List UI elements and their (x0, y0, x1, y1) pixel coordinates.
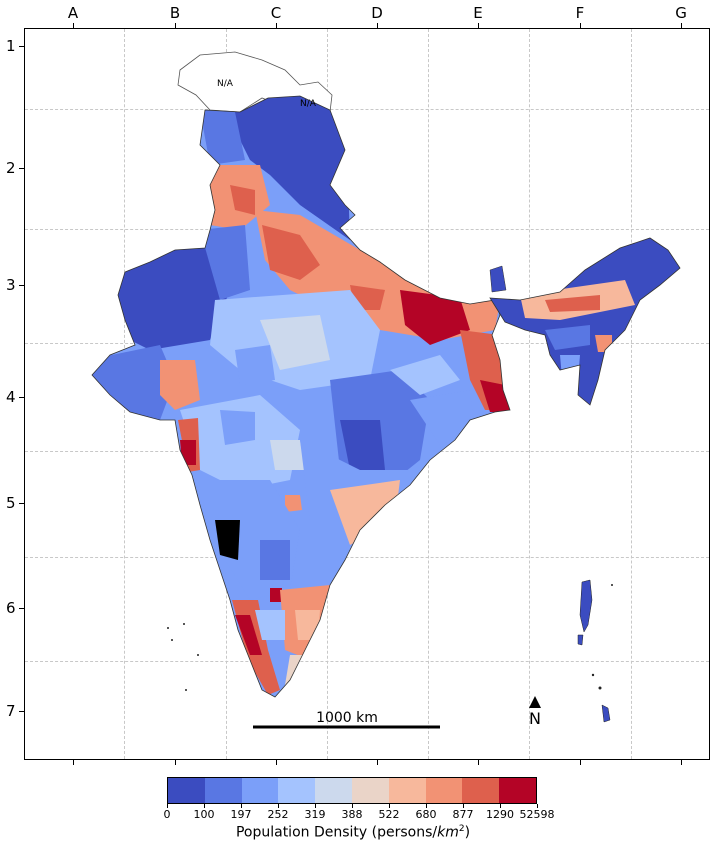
axis-tick (681, 760, 682, 765)
legend-tick-label: 388 (341, 808, 363, 821)
gridline-vertical (529, 29, 530, 759)
scale-bar-label: 1000 km (316, 710, 378, 726)
grid-column-label-g: G (675, 4, 687, 22)
axis-tick (73, 760, 74, 765)
legend-tick-label: 877 (452, 808, 474, 821)
grid-row-label-7: 7 (6, 702, 16, 720)
na-label-kashmir: N/A (217, 79, 233, 89)
grid-column-label-c: C (270, 4, 282, 22)
axis-tick (19, 285, 24, 286)
lakshadweep-islet (185, 689, 187, 691)
grid-column-label-f: F (575, 4, 585, 22)
gridline-horizontal (25, 661, 709, 662)
lakshadweep-islet (197, 654, 199, 656)
nicobar-islet (598, 686, 602, 690)
legend-tick (426, 804, 427, 808)
axis-tick (19, 608, 24, 609)
northeast-region (490, 238, 680, 405)
legend-tick-label: 319 (304, 808, 326, 821)
axis-tick (175, 760, 176, 765)
legend-tick-label: 252 (267, 808, 289, 821)
grid-column-label-d: D (371, 4, 383, 22)
grid-column-label-a: A (67, 4, 79, 22)
legend-swatch (351, 778, 389, 803)
lakshadweep-islet (167, 627, 169, 629)
gridline-horizontal (25, 557, 709, 558)
north-arrow-icon (529, 696, 541, 708)
axis-tick (19, 503, 24, 504)
legend-swatch (241, 778, 279, 803)
grid-row-label-4: 4 (6, 388, 16, 406)
legend-tick-label: 0 (163, 808, 171, 821)
gridline-horizontal (25, 109, 709, 110)
northeast-outline (489, 237, 681, 406)
axis-tick (377, 760, 378, 765)
legend-tick-label: 100 (193, 808, 215, 821)
axis-tick (276, 760, 277, 765)
legend-tick-label: 1290 (486, 808, 514, 821)
grid-column-label-b: B (169, 4, 181, 22)
andaman-islet (611, 584, 613, 586)
axis-tick (19, 711, 24, 712)
nicobar-islet (591, 673, 595, 677)
andaman-islands (579, 579, 593, 633)
legend-tick (278, 804, 279, 808)
legend-tick (167, 804, 168, 808)
legend-tick (315, 804, 316, 808)
grid-row-label-2: 2 (6, 159, 16, 177)
legend-tick (241, 804, 242, 808)
legend-swatch (278, 778, 316, 803)
grid-row-label-3: 3 (6, 276, 16, 294)
india-mainland (92, 96, 510, 697)
axis-tick (19, 46, 24, 47)
axis-tick (478, 760, 479, 765)
north-label: N (529, 709, 541, 728)
legend-swatch (499, 778, 536, 803)
axis-tick (19, 397, 24, 398)
legend-swatch (168, 778, 205, 803)
axis-tick (19, 168, 24, 169)
legend-tick-label: 52598 (519, 808, 555, 821)
legend-tick (352, 804, 353, 808)
axis-tick (681, 23, 682, 28)
axis-tick (175, 23, 176, 28)
gridline-horizontal (25, 229, 709, 230)
grid-column-label-e: E (473, 4, 483, 22)
legend-tick-label: 680 (415, 808, 437, 821)
grid-row-label-5: 5 (6, 494, 16, 512)
axis-tick (478, 23, 479, 28)
andaman-islet (577, 634, 584, 646)
legend-swatch (315, 778, 352, 803)
axis-tick (276, 23, 277, 28)
grid-row-label-6: 6 (6, 599, 16, 617)
na-label-ladakh: N/A (300, 99, 316, 109)
legend-tick-label: 522 (378, 808, 400, 821)
legend-swatch (388, 778, 426, 803)
legend-tick (463, 804, 464, 808)
lakshadweep-islet (183, 623, 185, 625)
axis-tick (73, 23, 74, 28)
sikkim-region (489, 265, 507, 293)
legend-tick (537, 804, 538, 808)
grid-row-label-1: 1 (6, 37, 16, 55)
nicobar-islands (601, 704, 611, 723)
india-outline (91, 95, 511, 698)
lakshadweep-islet (171, 639, 173, 641)
legend-colorbar (167, 777, 537, 804)
axis-tick (377, 23, 378, 28)
legend-tick (500, 804, 501, 808)
legend-tick (204, 804, 205, 808)
legend-swatch (204, 778, 242, 803)
legend-tick (389, 804, 390, 808)
axis-tick (580, 760, 581, 765)
legend-swatch (425, 778, 463, 803)
legend-tick-label: 197 (230, 808, 252, 821)
axis-tick (580, 23, 581, 28)
legend-swatch (462, 778, 500, 803)
legend-title: Population Density (persons/km2) (235, 824, 471, 841)
gridline-vertical (631, 29, 632, 759)
